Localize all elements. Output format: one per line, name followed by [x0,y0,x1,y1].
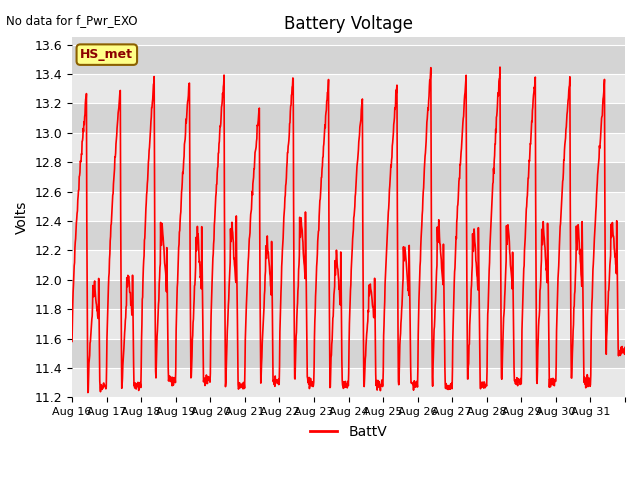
Y-axis label: Volts: Volts [15,201,29,234]
Bar [72,104,625,133]
Bar [72,45,625,74]
Bar [72,251,625,280]
Text: HS_met: HS_met [81,48,133,61]
Bar [72,192,625,221]
Title: Battery Voltage: Battery Voltage [284,15,413,33]
Bar [72,221,625,251]
Legend: BattV: BattV [304,419,393,444]
Text: No data for f_Pwr_EXO: No data for f_Pwr_EXO [6,14,138,27]
Bar [72,338,625,368]
Bar [72,74,625,104]
Bar [72,162,625,192]
Bar [72,309,625,338]
Bar [72,133,625,162]
Bar [72,368,625,397]
Bar [72,280,625,309]
